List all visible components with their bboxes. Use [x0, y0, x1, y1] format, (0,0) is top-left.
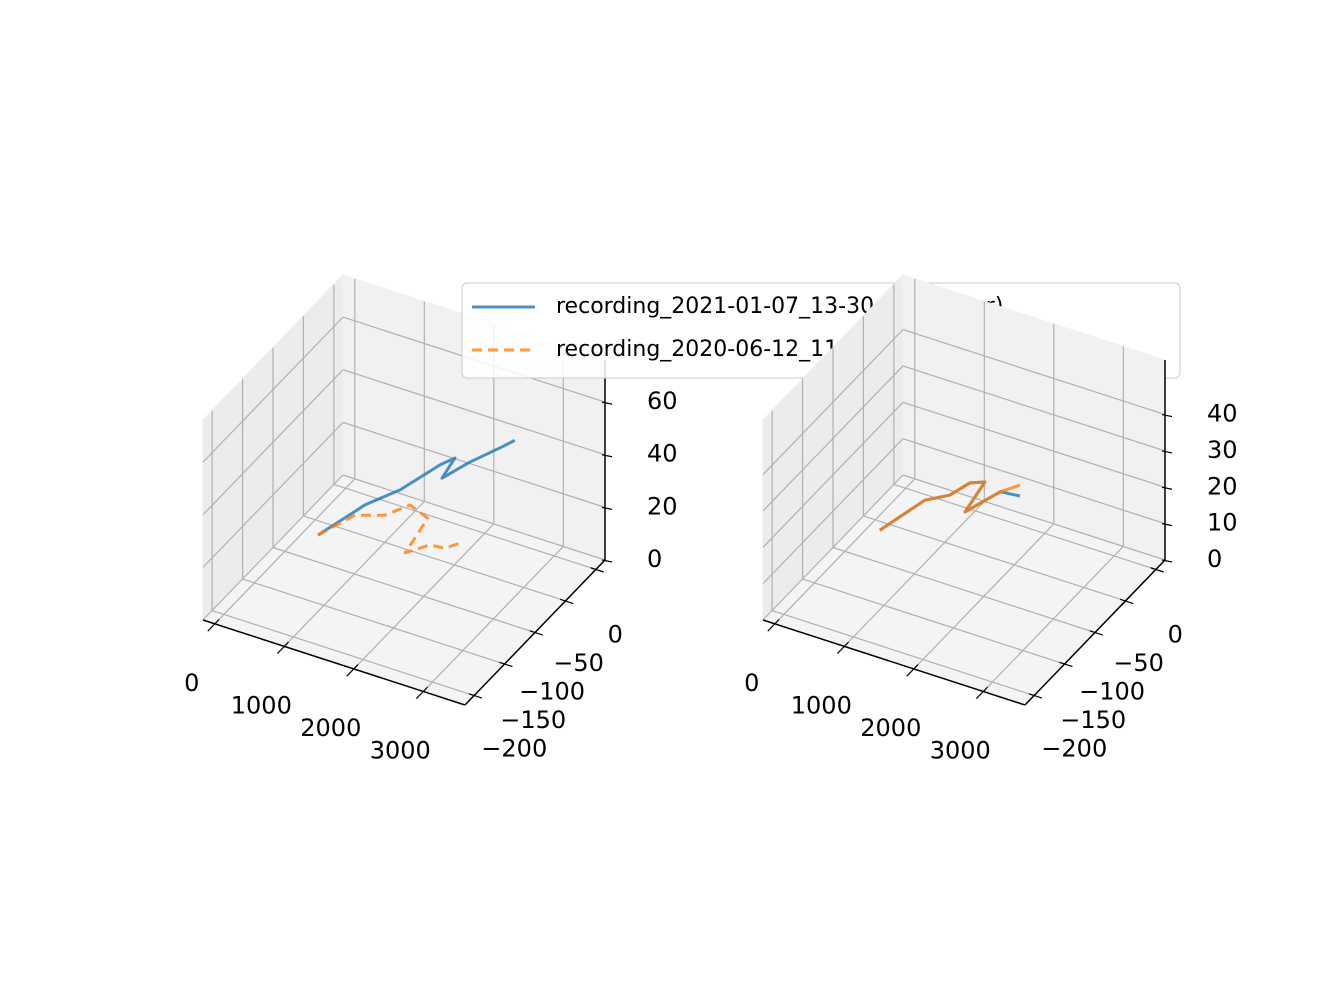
tick-mark: [767, 619, 780, 632]
y-tick-label: −100: [519, 677, 585, 705]
z-tick-label: 0: [647, 545, 662, 573]
tick-mark: [1120, 598, 1134, 605]
grid-line: [342, 421, 606, 508]
grid-line: [211, 609, 475, 697]
grid-line: [342, 474, 606, 561]
tick-mark: [601, 559, 613, 563]
tick-mark: [1028, 693, 1043, 699]
tick-mark: [1161, 559, 1173, 563]
grid-line: [303, 515, 566, 602]
grid-line: [242, 578, 505, 665]
grid-line: [902, 438, 1166, 525]
y-tick-label: 0: [608, 620, 623, 648]
tick-mark: [529, 630, 544, 636]
grid-line: [762, 474, 904, 621]
grid-line: [762, 401, 904, 548]
tick-mark: [601, 401, 613, 405]
grid-line: [202, 421, 344, 568]
y-tick-label: −150: [1060, 706, 1126, 734]
x-tick-label: 0: [184, 669, 199, 697]
tick-mark: [1059, 661, 1073, 668]
x-tick-label: 1000: [791, 691, 852, 719]
z-tick-label: 10: [1207, 509, 1238, 537]
tick-mark: [346, 664, 359, 677]
y-tick-label: −50: [553, 649, 604, 677]
grid-line: [202, 369, 344, 516]
x-tick-label: 2000: [300, 714, 361, 742]
y-tick-label: −100: [1079, 677, 1145, 705]
y-tick-label: −200: [481, 734, 547, 762]
data-line: [317, 503, 461, 555]
tick-mark: [1161, 523, 1173, 527]
y-tick-label: 0: [1168, 620, 1183, 648]
tick-mark: [601, 506, 613, 510]
z-tick-label: 20: [647, 492, 678, 520]
x-tick-label: 0: [744, 669, 759, 697]
grid-line: [832, 546, 1096, 634]
x-tick-label: 1000: [231, 691, 292, 719]
x-tick-label: 3000: [930, 736, 991, 764]
y-tick-label: −200: [1041, 734, 1107, 762]
grid-line: [762, 365, 904, 512]
tick-mark: [276, 641, 289, 655]
grid-line: [802, 578, 1065, 665]
z-tick-label: 40: [1207, 400, 1238, 428]
grid-line: [762, 329, 904, 475]
tick-mark: [836, 641, 849, 655]
z-tick-label: 20: [1207, 472, 1238, 500]
z-tick-label: 30: [1207, 436, 1238, 464]
tick-mark: [590, 567, 604, 573]
tick-mark: [499, 661, 513, 668]
y-tick-label: −50: [1113, 649, 1164, 677]
y-tick-label: −150: [500, 706, 566, 734]
tick-mark: [1089, 630, 1104, 636]
x-tick-label: 2000: [860, 714, 921, 742]
data-line: [878, 480, 1021, 532]
tick-mark: [207, 619, 220, 632]
grid-line: [202, 316, 344, 463]
grid-line: [342, 369, 606, 456]
tick-mark: [1161, 486, 1173, 490]
x-axis: [202, 619, 466, 706]
grid-line: [202, 474, 344, 621]
tick-mark: [560, 598, 574, 605]
tick-mark: [415, 686, 428, 700]
tick-mark: [1161, 450, 1173, 454]
tick-mark: [1150, 567, 1164, 573]
tick-mark: [975, 686, 988, 700]
grid-line: [863, 515, 1126, 602]
x-axis: [762, 619, 1026, 706]
grid-line: [902, 328, 1166, 416]
grid-line: [902, 401, 1166, 488]
grid-line: [762, 438, 904, 585]
grid-line: [902, 474, 1166, 561]
grid-line: [902, 365, 1166, 452]
tick-mark: [906, 664, 919, 677]
z-tick-label: 40: [647, 440, 678, 468]
data-line: [317, 439, 516, 537]
tick-mark: [468, 693, 483, 699]
tick-mark: [1161, 413, 1173, 418]
grid-line: [272, 546, 536, 634]
tick-mark: [601, 454, 613, 458]
z-tick-label: 60: [647, 387, 678, 415]
x-tick-label: 3000: [370, 736, 431, 764]
grid-line: [771, 609, 1035, 697]
z-tick-label: 0: [1207, 545, 1222, 573]
